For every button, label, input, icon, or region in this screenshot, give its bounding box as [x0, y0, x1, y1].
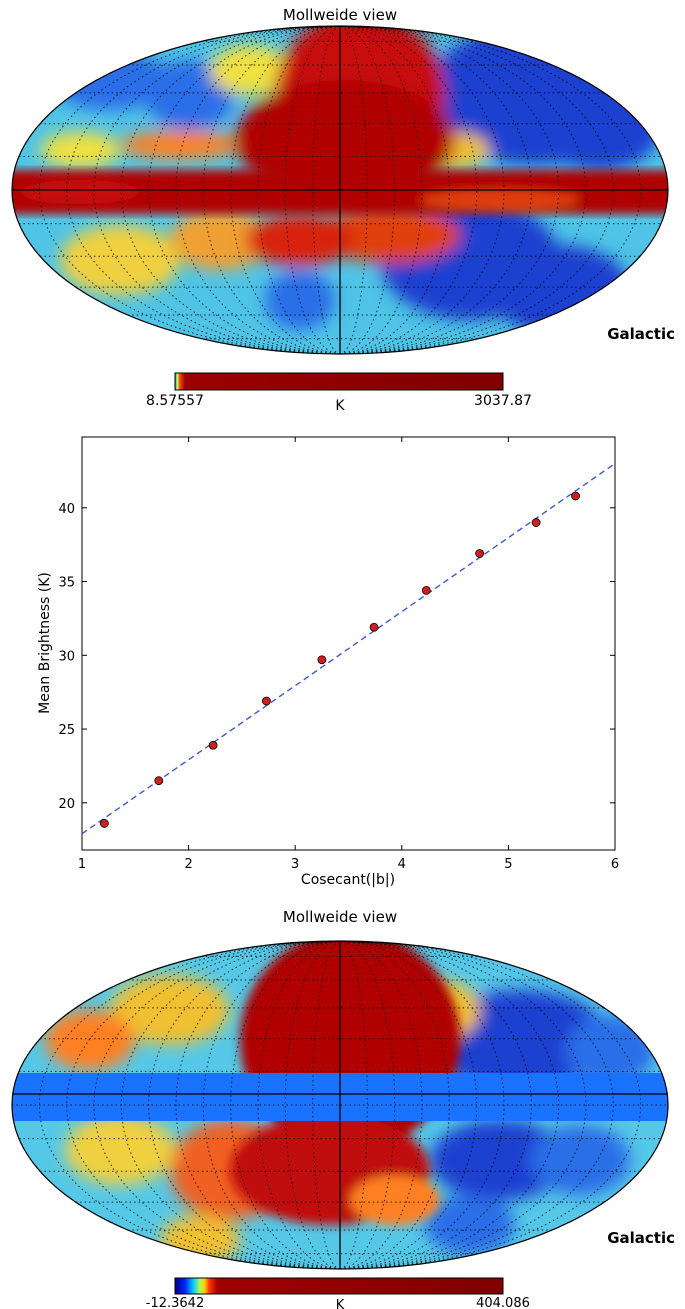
meridian-line — [38, 26, 341, 354]
data-point — [475, 549, 485, 558]
top-map-title: Mollweide view — [283, 6, 397, 24]
data-point — [262, 696, 271, 706]
top-map-panel: Mollweide view — [11, 6, 675, 414]
meridian-line — [202, 26, 341, 354]
x-axis-label: Cosecant(|b|) — [301, 872, 395, 888]
y-tick-label: 40 — [58, 502, 75, 517]
meridian-line — [339, 26, 478, 354]
data-point — [531, 518, 541, 527]
meridian-line — [257, 941, 341, 1269]
x-tick-label: 4 — [398, 857, 406, 872]
x-tick-label: 2 — [184, 857, 192, 872]
meridian-line — [339, 941, 478, 1269]
meridian-line — [339, 941, 587, 1269]
y-tick-label: 25 — [58, 723, 75, 738]
meridian-line — [202, 941, 341, 1269]
x-tick-label: 3 — [291, 857, 299, 872]
meridian-line — [230, 941, 341, 1269]
bottom-map-panel: Mollweide view — [11, 908, 675, 1309]
bottom-colorbar-max-label: 404.086 — [476, 1296, 530, 1309]
top-colorbar-min-label: 8.57557 — [146, 393, 204, 409]
meridian-line — [148, 941, 341, 1269]
meridian-line — [339, 941, 642, 1269]
data-point — [208, 740, 218, 750]
scatter-chart: 1 2 3 4 5 6 20 25 30 35 40 Cosecant(|b|) Mean Brig… — [37, 436, 619, 888]
top-map-sky — [12, 26, 668, 354]
fit-line — [81, 462, 616, 835]
data-point — [154, 776, 164, 786]
data-point — [99, 819, 109, 828]
meridian-line — [175, 941, 341, 1269]
x-tick-label: 1 — [78, 857, 86, 872]
top-colorbar-max-label: 3037.87 — [474, 393, 532, 409]
plot-marks — [81, 462, 616, 835]
y-tick-label: 30 — [58, 649, 75, 664]
meridian-line — [339, 941, 505, 1269]
top-colorbar — [174, 372, 504, 391]
y-axis-label: Mean Brightness (K) — [37, 572, 53, 714]
bottom-map-coord-label: Galactic — [607, 1229, 675, 1247]
bottom-colorbar-min-label: -12.3642 — [146, 1296, 204, 1309]
y-tick-label: 20 — [58, 797, 75, 812]
data-point — [421, 586, 431, 595]
bottom-map-sky — [12, 941, 668, 1269]
top-colorbar-unit: K — [335, 398, 345, 414]
bottom-colorbar — [174, 1277, 504, 1295]
meridian-line — [38, 941, 341, 1269]
plot-frame — [81, 436, 616, 851]
x-tick-label: 6 — [611, 857, 619, 872]
bottom-colorbar-unit: K — [336, 1298, 345, 1309]
meridian-line — [339, 941, 532, 1269]
meridian-line — [339, 26, 642, 354]
bottom-map-title: Mollweide view — [283, 908, 397, 926]
meridian-line — [339, 941, 560, 1269]
plot-ticks: 1 2 3 4 5 6 20 25 30 35 40 — [58, 437, 619, 872]
data-point — [369, 622, 379, 632]
top-map-coord-label: Galactic — [607, 325, 675, 343]
data-point — [317, 655, 327, 665]
x-tick-label: 5 — [504, 857, 512, 872]
data-point — [571, 491, 580, 501]
galactic-plane-mask — [12, 1073, 668, 1121]
y-tick-label: 35 — [58, 576, 75, 591]
